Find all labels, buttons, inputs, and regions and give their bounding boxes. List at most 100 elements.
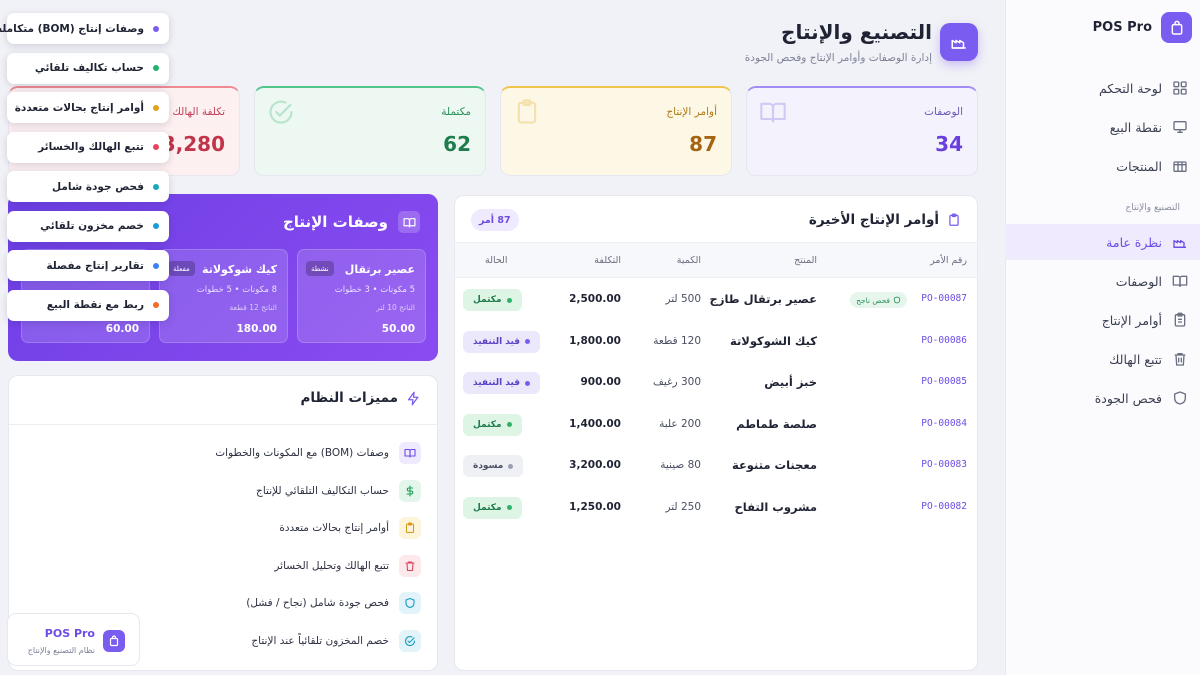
table-row[interactable]: PO-00085 خبز أبيض 300 رغيف 900.00 قيد ال…	[455, 363, 977, 404]
feature-tooltip: ربط مع نقطة البيع	[7, 289, 169, 321]
stat-label: تكلفة الهالك	[172, 106, 225, 118]
recipe-card[interactable]: عصير برتقال نشطة 5 مكونات • 3 خطوات النا…	[297, 249, 426, 343]
tooltip-text: تتبع الهالك والخسائر	[38, 141, 144, 153]
bag-icon	[103, 630, 125, 652]
recent-orders-card: أوامر الإنتاج الأخيرة 87 أمر رقم الأمر ا…	[454, 195, 978, 671]
lightning-icon	[406, 391, 421, 406]
trash-icon	[399, 554, 421, 577]
page-title: التصنيع والإنتاج	[781, 20, 932, 44]
order-product: خبز أبيض	[764, 375, 817, 389]
feature-tooltip: فحص جودة شامل	[7, 171, 169, 202]
orders-title: أوامر الإنتاج الأخيرة	[808, 212, 939, 228]
order-id[interactable]: PO-00084	[921, 417, 967, 429]
recipe-name: كيك شوكولاتة	[202, 263, 277, 276]
order-status-badge: مكتمل	[463, 413, 522, 436]
footer-brand[interactable]: POS Pro نظام التصنيع والإنتاج	[7, 613, 140, 666]
feature-item: فحص جودة شامل (نجاح / فشل)	[246, 592, 421, 615]
order-cost: 1,250.00	[569, 500, 621, 513]
table-row[interactable]: PO-00086 كيك الشوكولاتة 120 قطعة 1,800.0…	[455, 322, 977, 363]
order-quantity: 250 لتر	[665, 500, 701, 513]
order-id[interactable]: PO-00086	[921, 334, 967, 346]
feature-item: تتبع الهالك وتحليل الخسائر	[274, 554, 421, 577]
feature-tooltip: تتبع الهالك والخسائر	[7, 131, 169, 163]
feature-text: تتبع الهالك وتحليل الخسائر	[274, 559, 389, 572]
order-status-badge: قيد التنفيذ	[463, 330, 541, 353]
sidebar-item-label: تتبع الهالك	[1109, 351, 1162, 367]
recipes-header: وصفات الإنتاج	[283, 211, 420, 233]
order-quantity: 80 صينية	[660, 459, 701, 471]
status-label: قيد التنفيذ	[473, 336, 521, 347]
sidebar-item-dashboard[interactable]: لوحة التحكم	[1005, 70, 1200, 106]
sidebar-item-pos[interactable]: نقطة البيع	[1005, 109, 1200, 145]
recipes-title: وصفات الإنتاج	[282, 213, 388, 231]
feature-tooltip: أوامر إنتاج بحالات متعددة	[7, 92, 169, 123]
tooltip-text: خصم مخزون تلقائي	[40, 220, 144, 232]
sidebar-item-products[interactable]: المنتجات	[1005, 148, 1200, 184]
sidebar-item-production-orders[interactable]: أوامر الإنتاج	[1005, 302, 1200, 338]
recipe-cost: 50.00	[381, 323, 415, 335]
status-dot	[508, 463, 514, 469]
qc-passed-badge: فحص ناجح	[850, 292, 907, 308]
tooltip-dot	[153, 104, 159, 111]
order-id[interactable]: PO-00087	[921, 293, 967, 304]
status-label: مكتمل	[473, 502, 502, 513]
sidebar-brand[interactable]: POS Pro	[1093, 12, 1192, 43]
tooltip-text: أوامر إنتاج بحالات متعددة	[14, 101, 144, 114]
sidebar-item-overview[interactable]: نظرة عامة	[1005, 224, 1200, 260]
feature-text: فحص جودة شامل (نجاح / فشل)	[246, 597, 389, 610]
order-cost: 2,500.00	[569, 293, 621, 305]
recipe-meta: 5 مكونات • 3 خطوات	[334, 285, 415, 295]
order-id[interactable]: PO-00083	[921, 459, 967, 470]
feature-text: خصم المخزون تلقائياً عند الإنتاج	[251, 635, 389, 647]
clipboard-icon	[947, 213, 961, 227]
feature-text: أوامر إنتاج بحالات متعددة	[279, 522, 389, 535]
order-status-badge: مسودة	[463, 455, 524, 477]
sidebar-item-label: الوصفات	[1115, 273, 1162, 289]
tooltip-dot	[153, 223, 159, 229]
sidebar-item-recipes[interactable]: الوصفات	[1005, 263, 1200, 299]
recipe-name: عصير برتقال	[344, 263, 415, 276]
order-cost: 1,400.00	[569, 417, 621, 430]
order-status-badge: قيد التنفيذ	[463, 372, 541, 394]
order-cost: 1,800.00	[569, 334, 621, 347]
status-label: مسودة	[473, 461, 504, 471]
recipe-yield: الناتج 10 لتر	[376, 303, 415, 312]
stat-value: 34	[935, 132, 963, 156]
order-id[interactable]: PO-00082	[921, 500, 967, 512]
order-id[interactable]: PO-00085	[921, 376, 967, 387]
recipe-cost: 180.00	[236, 323, 277, 335]
order-quantity: 500 لتر	[665, 293, 701, 305]
column-header-quantity: الكمية	[676, 255, 701, 266]
feature-item: وصفات (BOM) مع المكونات والخطوات	[215, 442, 421, 464]
page-subtitle: إدارة الوصفات وأوامر الإنتاج وفحص الجودة	[744, 52, 932, 64]
sidebar-item-quality[interactable]: فحص الجودة	[1005, 380, 1200, 416]
status-dot	[506, 505, 512, 510]
check-circle-icon	[399, 630, 421, 652]
table-row[interactable]: PO-00087 فحص ناجح عصير برتقال طازج 500 ل…	[455, 280, 977, 321]
recipe-card[interactable]: كيك شوكولاتة مفعلة 8 مكونات • 5 خطوات ال…	[159, 249, 288, 343]
stat-card-orders[interactable]: أوامر الإنتاج 87	[500, 86, 732, 176]
book-icon	[398, 211, 420, 233]
table-row[interactable]: PO-00084 صلصة طماطم 200 علبة 1,400.00 مك…	[455, 405, 977, 446]
shield-icon	[399, 592, 421, 615]
qc-label: فحص ناجح	[856, 295, 890, 305]
order-product: مشروب التفاح	[734, 499, 817, 514]
stat-card-completed[interactable]: مكتملة 62	[254, 86, 486, 176]
table-row[interactable]: PO-00083 معجنات متنوعة 80 صينية 3,200.00…	[455, 446, 977, 487]
factory-icon	[940, 23, 978, 61]
sidebar-item-waste[interactable]: تتبع الهالك	[1005, 341, 1200, 377]
tooltip-dot	[153, 25, 159, 32]
status-label: مكتمل	[473, 295, 502, 305]
dollar-icon	[399, 479, 421, 502]
column-header-cost: التكلفة	[594, 255, 621, 266]
stat-card-recipes[interactable]: الوصفات 34	[746, 86, 978, 176]
factory-icon	[1172, 234, 1188, 250]
features-header: مميزات النظام	[300, 390, 421, 406]
sidebar-item-label: المنتجات	[1116, 158, 1162, 174]
order-product: عصير برتقال طازج	[709, 292, 817, 306]
column-header-product: المنتج	[794, 255, 817, 266]
order-product: صلصة طماطم	[736, 416, 817, 431]
stat-value: 87	[689, 132, 717, 156]
stat-value: 62	[443, 132, 471, 156]
table-row[interactable]: PO-00082 مشروب التفاح 250 لتر 1,250.00 م…	[455, 488, 977, 529]
